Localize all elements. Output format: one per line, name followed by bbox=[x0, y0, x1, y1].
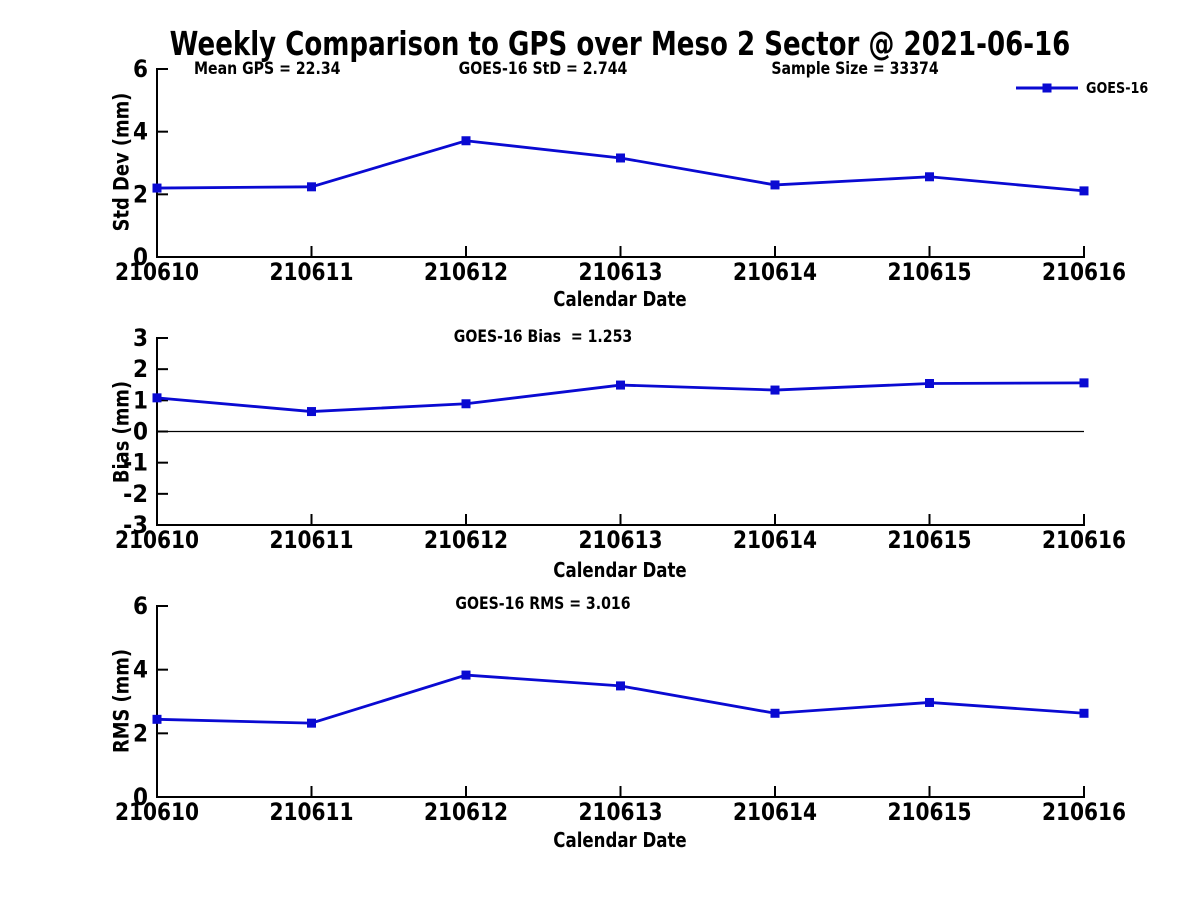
x-tick-label: 210612 bbox=[424, 258, 508, 286]
data-point-marker bbox=[1079, 186, 1089, 196]
data-point-marker bbox=[770, 385, 780, 395]
x-tick-label: 210610 bbox=[115, 798, 199, 826]
x-tick-label: 210612 bbox=[424, 526, 508, 554]
data-point-marker bbox=[152, 393, 162, 403]
y-tick-label: -2 bbox=[123, 480, 148, 508]
annotation-mean-gps: Mean GPS = 22.34 bbox=[194, 59, 341, 79]
y-tick-label: 0 bbox=[133, 418, 148, 446]
legend-label: GOES-16 bbox=[1086, 78, 1149, 97]
x-tick-label: 210611 bbox=[270, 258, 354, 286]
data-point-marker bbox=[461, 399, 471, 409]
x-tick-label: 210610 bbox=[115, 526, 199, 554]
stddev-yaxis-label: Std Dev (mm) bbox=[109, 92, 134, 232]
bias-subplot-title: GOES-16 Bias = 1.253 bbox=[453, 327, 633, 347]
x-tick-label: 210616 bbox=[1042, 258, 1126, 286]
legend: GOES-16 bbox=[1015, 79, 1159, 97]
x-tick-label: 210616 bbox=[1042, 526, 1126, 554]
x-tick-label: 210614 bbox=[733, 526, 817, 554]
data-line bbox=[156, 139, 1085, 193]
stddev-xaxis-label: Calendar Date bbox=[553, 287, 687, 311]
x-tick-label: 210613 bbox=[579, 798, 663, 826]
y-tick-label: 0 bbox=[133, 243, 148, 271]
x-tick-label: 210615 bbox=[888, 526, 972, 554]
data-point-marker bbox=[461, 670, 471, 680]
legend-line-marker-icon bbox=[1016, 83, 1078, 93]
data-point-marker bbox=[616, 380, 625, 390]
x-tick-label: 210611 bbox=[270, 526, 354, 554]
y-tick-label: 6 bbox=[133, 55, 148, 83]
data-point-marker bbox=[152, 714, 162, 724]
data-point-marker bbox=[461, 136, 471, 146]
data-point-marker bbox=[616, 681, 625, 691]
bias-xaxis-label: Calendar Date bbox=[553, 558, 687, 582]
rms-subplot-title: GOES-16 RMS = 3.016 bbox=[455, 594, 631, 614]
annotation-goes16-std: GOES-16 StD = 2.744 bbox=[458, 59, 628, 79]
y-tick-label: 1 bbox=[133, 386, 148, 414]
y-tick-label: 6 bbox=[133, 592, 148, 620]
y-tick-label: -1 bbox=[123, 449, 148, 477]
annotation-sample-size: Sample Size = 33374 bbox=[771, 59, 939, 79]
x-tick-label: 210615 bbox=[888, 798, 972, 826]
data-point-marker bbox=[616, 153, 625, 163]
y-tick-label: 2 bbox=[133, 719, 148, 747]
chart-title: Weekly Comparison to GPS over Meso 2 Sec… bbox=[169, 24, 1071, 63]
data-point-marker bbox=[307, 718, 316, 728]
x-tick-label: 210613 bbox=[579, 526, 663, 554]
data-point-marker bbox=[307, 407, 316, 417]
y-tick-label: 4 bbox=[133, 118, 148, 146]
y-tick-label: 3 bbox=[133, 324, 148, 352]
x-tick-label: 210613 bbox=[579, 258, 663, 286]
y-tick-label: 0 bbox=[133, 783, 148, 811]
data-point-marker bbox=[770, 708, 780, 718]
data-point-marker bbox=[770, 180, 780, 190]
data-point-marker bbox=[925, 172, 934, 182]
x-tick-label: 210614 bbox=[733, 258, 817, 286]
data-point-marker bbox=[1079, 378, 1089, 388]
rms-yaxis-label: RMS (mm) bbox=[109, 648, 134, 754]
rms-xaxis-label: Calendar Date bbox=[553, 828, 687, 852]
x-tick-label: 210612 bbox=[424, 798, 508, 826]
y-tick-label: 2 bbox=[133, 355, 148, 383]
y-tick-label: 2 bbox=[133, 180, 148, 208]
x-tick-label: 210614 bbox=[733, 798, 817, 826]
data-point-marker bbox=[1079, 708, 1089, 718]
x-tick-label: 210611 bbox=[270, 798, 354, 826]
x-tick-label: 210616 bbox=[1042, 798, 1126, 826]
y-tick-label: -3 bbox=[123, 511, 148, 539]
x-tick-label: 210610 bbox=[115, 258, 199, 286]
data-point-marker bbox=[152, 183, 162, 193]
y-tick-label: 4 bbox=[133, 656, 148, 684]
x-tick-label: 210615 bbox=[888, 258, 972, 286]
data-point-marker bbox=[925, 697, 934, 707]
bias-yaxis-label: Bias (mm) bbox=[109, 380, 134, 484]
data-point-marker bbox=[925, 379, 934, 389]
data-point-marker bbox=[307, 182, 316, 192]
